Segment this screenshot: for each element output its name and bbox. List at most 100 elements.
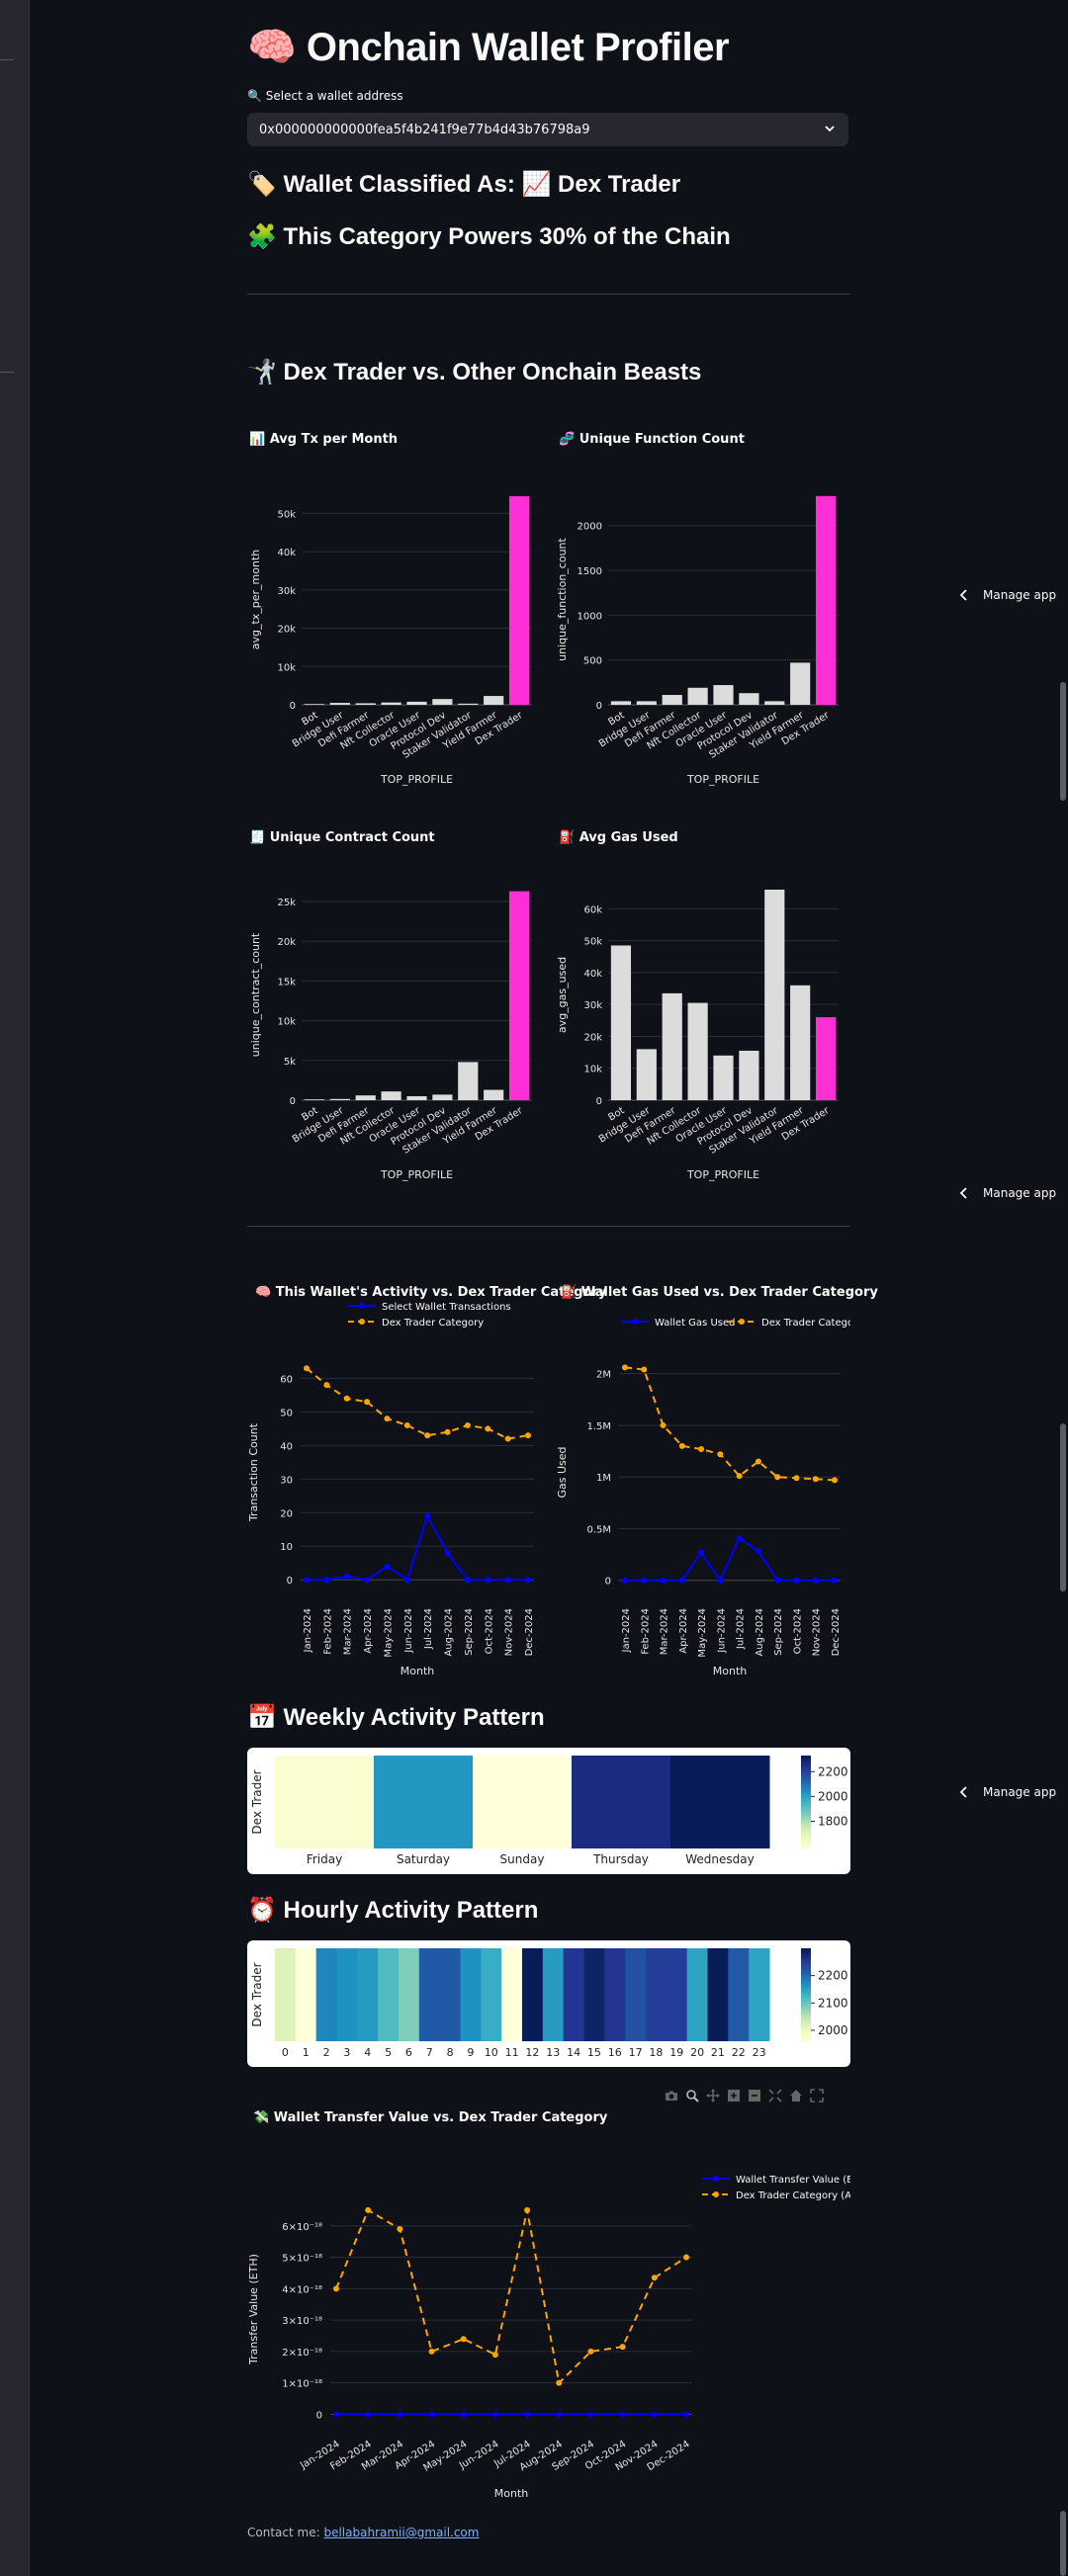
- y-tick-label: 0: [290, 1096, 296, 1107]
- colorbar-segment: [801, 1992, 811, 1996]
- colorbar-segment: [801, 1811, 811, 1815]
- x-axis-label: TOP_PROFILE: [686, 773, 759, 786]
- bar: [355, 703, 376, 705]
- colorbar-segment: [801, 1806, 811, 1810]
- zoom-icon[interactable]: [685, 2088, 699, 2103]
- zoom-in-icon[interactable]: [727, 2088, 741, 2102]
- bar: [662, 695, 682, 705]
- heatmap-cell: [374, 1756, 474, 1848]
- legend-label: Select Wallet Transactions: [382, 1302, 511, 1313]
- home-icon[interactable]: [789, 2088, 803, 2102]
- series-point: [812, 1476, 819, 1483]
- bar: [432, 1094, 453, 1100]
- colorbar-segment: [801, 1802, 811, 1805]
- y-tick-label: 10k: [277, 1017, 296, 1028]
- x-tick-label: 10: [485, 2046, 498, 2059]
- series-point: [397, 2411, 403, 2418]
- chevron-left-icon: [959, 589, 967, 601]
- legend-marker: [359, 1319, 365, 1325]
- footer-contact: Contact me: bellabahramii@gmail.com: [247, 2526, 479, 2539]
- series-point: [622, 1577, 628, 1584]
- y-tick-label: 3×10⁻¹⁸: [282, 2316, 322, 2327]
- colorbar-segment: [801, 1758, 811, 1761]
- x-tick-label: Mar-2024: [660, 1608, 670, 1655]
- collapsed-sidebar[interactable]: [0, 0, 30, 2576]
- x-tick-label: 7: [426, 2046, 433, 2059]
- heatmap-cell: [707, 1948, 729, 2041]
- zoom-out-icon[interactable]: [748, 2088, 761, 2102]
- colorbar-segment: [801, 1790, 811, 1794]
- bar: [406, 1095, 427, 1100]
- series-point: [793, 1475, 800, 1482]
- y-tick-label: 40k: [277, 548, 296, 558]
- colorbar-segment: [801, 1973, 811, 1977]
- colorbar-segment: [801, 1764, 811, 1768]
- colorbar-label: 2200: [818, 1969, 848, 1983]
- series-point: [464, 1577, 471, 1584]
- y-axis-label: Dex Trader: [250, 1769, 264, 1834]
- y-axis-label: Transfer Value (ETH): [247, 2254, 260, 2365]
- colorbar-label: 1800: [818, 1814, 848, 1828]
- x-tick-label: 9: [467, 2046, 474, 2059]
- x-tick-label: 14: [567, 2046, 580, 2059]
- series-point: [755, 1458, 761, 1465]
- y-tick-label: 40: [280, 1441, 293, 1452]
- series-point: [619, 2411, 626, 2418]
- contact-email-link[interactable]: bellabahramii@gmail.com: [323, 2526, 480, 2539]
- comparison-heading: 🤺 Dex Trader vs. Other Onchain Beasts: [247, 359, 702, 386]
- colorbar-segment: [801, 1797, 811, 1801]
- colorbar-segment: [801, 1962, 811, 1966]
- colorbar-segment: [801, 1756, 811, 1759]
- manage-app-button[interactable]: Manage app: [959, 1785, 1056, 1799]
- colorbar-segment: [801, 2033, 811, 2037]
- camera-icon[interactable]: [665, 2088, 678, 2102]
- bar: [329, 1098, 350, 1100]
- x-tick-label: Aug-2024: [755, 1608, 765, 1657]
- manage-app-button[interactable]: Manage app: [959, 1186, 1056, 1200]
- legend-marker: [359, 1303, 365, 1309]
- series-point: [460, 2336, 467, 2343]
- fullscreen-icon[interactable]: [810, 2088, 824, 2103]
- colorbar-segment: [801, 1804, 811, 1808]
- avg-tx-chart-title: 📊 Avg Tx per Month: [249, 432, 399, 447]
- series-point: [641, 1577, 648, 1584]
- scrollbar-thumb[interactable]: [1060, 1423, 1066, 1591]
- y-tick-label: 1.5M: [586, 1421, 611, 1432]
- colorbar-segment: [801, 1766, 811, 1770]
- series-point: [525, 1577, 531, 1584]
- series-point: [444, 1428, 451, 1435]
- x-tick-label: Jan-2024: [621, 1608, 632, 1653]
- x-tick-label: 15: [587, 2046, 601, 2059]
- divider: [247, 294, 850, 295]
- series-point: [323, 1382, 330, 1389]
- heatmap-cell: [418, 1948, 441, 2041]
- series-point: [323, 1577, 330, 1584]
- series-line: [335, 2208, 687, 2385]
- series-point: [403, 1577, 410, 1584]
- colorbar-segment: [801, 1785, 811, 1789]
- x-tick-label: 20: [690, 2046, 704, 2059]
- scrollbar-thumb[interactable]: [1060, 682, 1066, 801]
- scrollbar-thumb[interactable]: [1060, 2511, 1066, 2576]
- x-tick-label: Nov-2024: [504, 1608, 515, 1656]
- manage-app-button[interactable]: Manage app: [959, 588, 1056, 602]
- heatmap-cell: [357, 1948, 379, 2041]
- series-point: [678, 1442, 685, 1449]
- y-tick-label: 50k: [583, 937, 602, 948]
- y-axis-label: avg_tx_per_month: [249, 550, 262, 650]
- y-tick-label: 0: [290, 701, 296, 712]
- x-tick-label: 22: [732, 2046, 746, 2059]
- colorbar-segment: [801, 1964, 811, 1968]
- bar: [508, 495, 530, 705]
- x-tick-label: Feb-2024: [640, 1608, 651, 1655]
- wallet-select[interactable]: 0x000000000000fea5f4b241f9e77b4d43b76798…: [247, 113, 848, 146]
- series-point: [460, 2411, 467, 2418]
- y-axis-label: unique_contract_count: [249, 932, 262, 1057]
- pan-icon[interactable]: [706, 2088, 720, 2103]
- x-axis-label: Month: [494, 2487, 529, 2500]
- series-point: [774, 1474, 781, 1481]
- bar: [713, 1055, 734, 1100]
- x-tick-label: Mar-2024: [343, 1608, 354, 1655]
- autoscale-icon[interactable]: [768, 2088, 782, 2103]
